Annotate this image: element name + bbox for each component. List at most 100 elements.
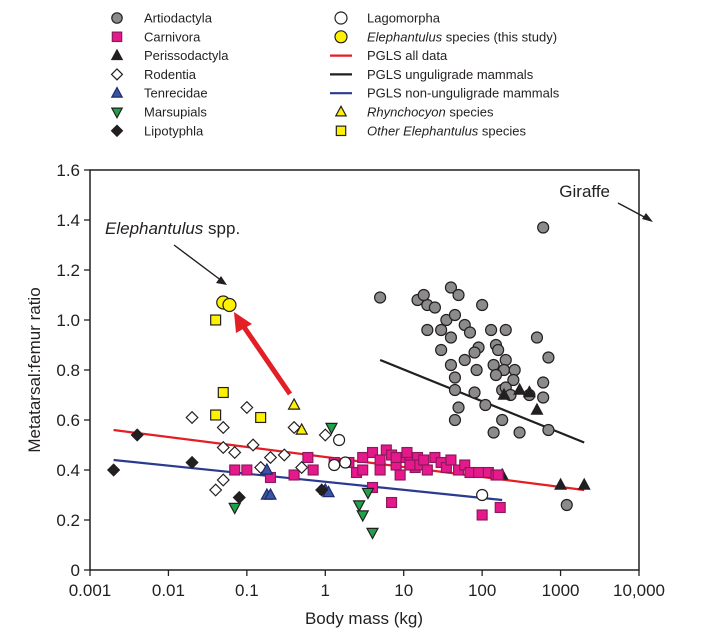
legend-elephantulus-species-this-study-label: Elephantulus species (this study) xyxy=(367,29,557,44)
legend-rhynchocyon-species-label-text: species xyxy=(446,105,494,120)
plot-frame xyxy=(89,169,640,571)
y-tick-label-2: 0.4 xyxy=(56,461,80,480)
legend-elephantulus-species-this-study-label-italic: Elephantulus xyxy=(367,29,443,44)
point-carnivora-30 xyxy=(473,466,485,479)
point-carnivora-9 xyxy=(366,446,379,459)
x-axis-label: Body mass (kg) xyxy=(305,609,423,628)
legend-carnivora-marker xyxy=(111,31,123,43)
legend-other-elephantulus-species-label-italic: Other Elephantulus xyxy=(367,123,479,138)
x-tick-label-1: 0.01 xyxy=(152,581,185,600)
point-marsupials-2 xyxy=(356,510,370,523)
legend-rodentia-label-text: Rodentia xyxy=(144,67,197,82)
annotation-giraffe-arrow-head xyxy=(642,213,653,222)
legend-marsupials-label: Marsupials xyxy=(144,105,207,120)
point-lagomorpha-1 xyxy=(339,456,352,469)
point-artiodactyla-32 xyxy=(448,383,462,397)
point-rodentia-3 xyxy=(240,400,254,415)
annotation-elephantulus-arrow-head xyxy=(216,276,227,285)
x-axis-ticks: 0.001 0.01 0.1 1 10 100 1000 10,000 xyxy=(69,570,665,600)
point-carnivora-38 xyxy=(476,509,488,521)
legend-lipotyphla-marker xyxy=(110,124,124,138)
point-artiodactyla-19 xyxy=(458,353,471,367)
point-artiodactyla-12 xyxy=(476,298,489,312)
point-artiodactyla-3 xyxy=(444,281,458,294)
legend-carnivora-label-text: Carnivora xyxy=(144,29,201,44)
point-artiodactyla-49 xyxy=(560,498,573,512)
point-artiodactyla-17 xyxy=(530,331,544,344)
point-artiodactyla-48 xyxy=(496,413,509,427)
red-arrow-head xyxy=(234,312,252,333)
y-tick-label-4: 0.8 xyxy=(56,361,80,380)
point-perissodactyla-2 xyxy=(522,385,536,398)
y-tick-label-0: 0 xyxy=(71,561,80,580)
y-tick-label-1: 0.2 xyxy=(56,511,80,530)
point-carnivora-41 xyxy=(390,451,402,464)
annotations: Giraffe Elephantulus spp. xyxy=(105,182,653,396)
point-rodentia-7 xyxy=(216,473,230,487)
point-artiodactyla-8 xyxy=(421,323,434,337)
point-artiodactyla-44 xyxy=(487,426,500,439)
point-tenrecidae-2 xyxy=(260,462,274,475)
point-perissodactyla-3 xyxy=(530,402,544,415)
point-artiodactyla-10 xyxy=(448,308,462,322)
annotation-elephantulus: Elephantulus spp. xyxy=(105,219,240,238)
legend: Artiodactyla Carnivora Perissodactyla Roden… xyxy=(110,11,560,138)
point-lipotyphla-3 xyxy=(232,490,246,505)
legend-tenrecidae-marker xyxy=(110,86,124,98)
annotation-elephantulus-arrow-line xyxy=(173,244,223,282)
point-rodentia-8 xyxy=(254,460,268,475)
point-lagomorpha-3 xyxy=(476,488,489,502)
legend-lagomorpha-label-text: Lagomorpha xyxy=(367,11,441,26)
y-tick-label-3: 0.6 xyxy=(56,411,80,430)
point-artiodactyla-38 xyxy=(479,398,492,412)
point-artiodactyla-35 xyxy=(507,373,520,387)
point-carnivora-22 xyxy=(421,464,433,476)
point-artiodactyla-4 xyxy=(417,288,430,302)
point-marsupials-0 xyxy=(324,422,339,435)
point-carnivora-37 xyxy=(404,459,416,471)
point-rodentia-4 xyxy=(228,445,242,460)
legend-other-elephantulus-species-label-text: species xyxy=(478,123,526,138)
point-artiodactyla-15 xyxy=(484,323,498,337)
point-rodentia-9 xyxy=(263,450,278,465)
point-rodentia-13 xyxy=(277,448,291,462)
x-tick-label-6: 1000 xyxy=(542,581,580,600)
point-carnivora-16 xyxy=(401,446,413,459)
point-artiodactyla-36 xyxy=(537,376,550,389)
point-carnivora-26 xyxy=(445,454,457,466)
point-carnivora-1 xyxy=(241,464,253,476)
point-artiodactyla-6 xyxy=(452,288,465,302)
point-rodentia-6 xyxy=(209,483,223,497)
point-artiodactyla-46 xyxy=(542,423,555,437)
y-tick-label-8: 1.6 xyxy=(56,161,80,180)
x-tick-label-7: 10,000 xyxy=(613,581,665,600)
point-perissodactyla-5 xyxy=(577,477,591,490)
point-elephantulus-species-this-study-1 xyxy=(222,297,237,313)
legend-rodentia-label: Rodentia xyxy=(144,67,197,82)
x-tick-label-3: 1 xyxy=(321,581,330,600)
point-rodentia-0 xyxy=(185,410,199,425)
x-tick-label-4: 10 xyxy=(394,581,413,600)
point-rodentia-11 xyxy=(295,460,309,475)
point-artiodactyla-25 xyxy=(492,343,505,357)
annotation-giraffe-arrow-line xyxy=(617,202,649,220)
point-carnivora-4 xyxy=(302,451,314,464)
legend-perissodactyla-marker xyxy=(110,48,124,61)
legend-pgls-all-data-label-text: PGLS all data xyxy=(367,48,448,63)
point-carnivora-14 xyxy=(394,469,406,481)
point-artiodactyla-47 xyxy=(537,391,550,404)
legend-lipotyphla-label: Lipotyphla xyxy=(144,123,204,138)
point-artiodactyla-14 xyxy=(463,326,477,339)
legend-other-elephantulus-species-label: Other Elephantulus species xyxy=(367,123,526,138)
point-carnivora-39 xyxy=(494,501,506,514)
point-lipotyphla-0 xyxy=(106,463,121,477)
point-artiodactyla-31 xyxy=(542,351,555,364)
x-tick-label-2: 0.1 xyxy=(235,581,259,600)
point-rodentia-2 xyxy=(216,420,230,435)
legend-other-elephantulus-species-marker xyxy=(335,125,347,137)
legend-pgls-unguligrade-mammals-label: PGLS unguligrade mammals xyxy=(367,67,534,82)
point-artiodactyla-50 xyxy=(537,221,550,234)
point-perissodactyla-4 xyxy=(554,477,568,490)
point-rhynchocyon-species-0 xyxy=(287,397,301,410)
